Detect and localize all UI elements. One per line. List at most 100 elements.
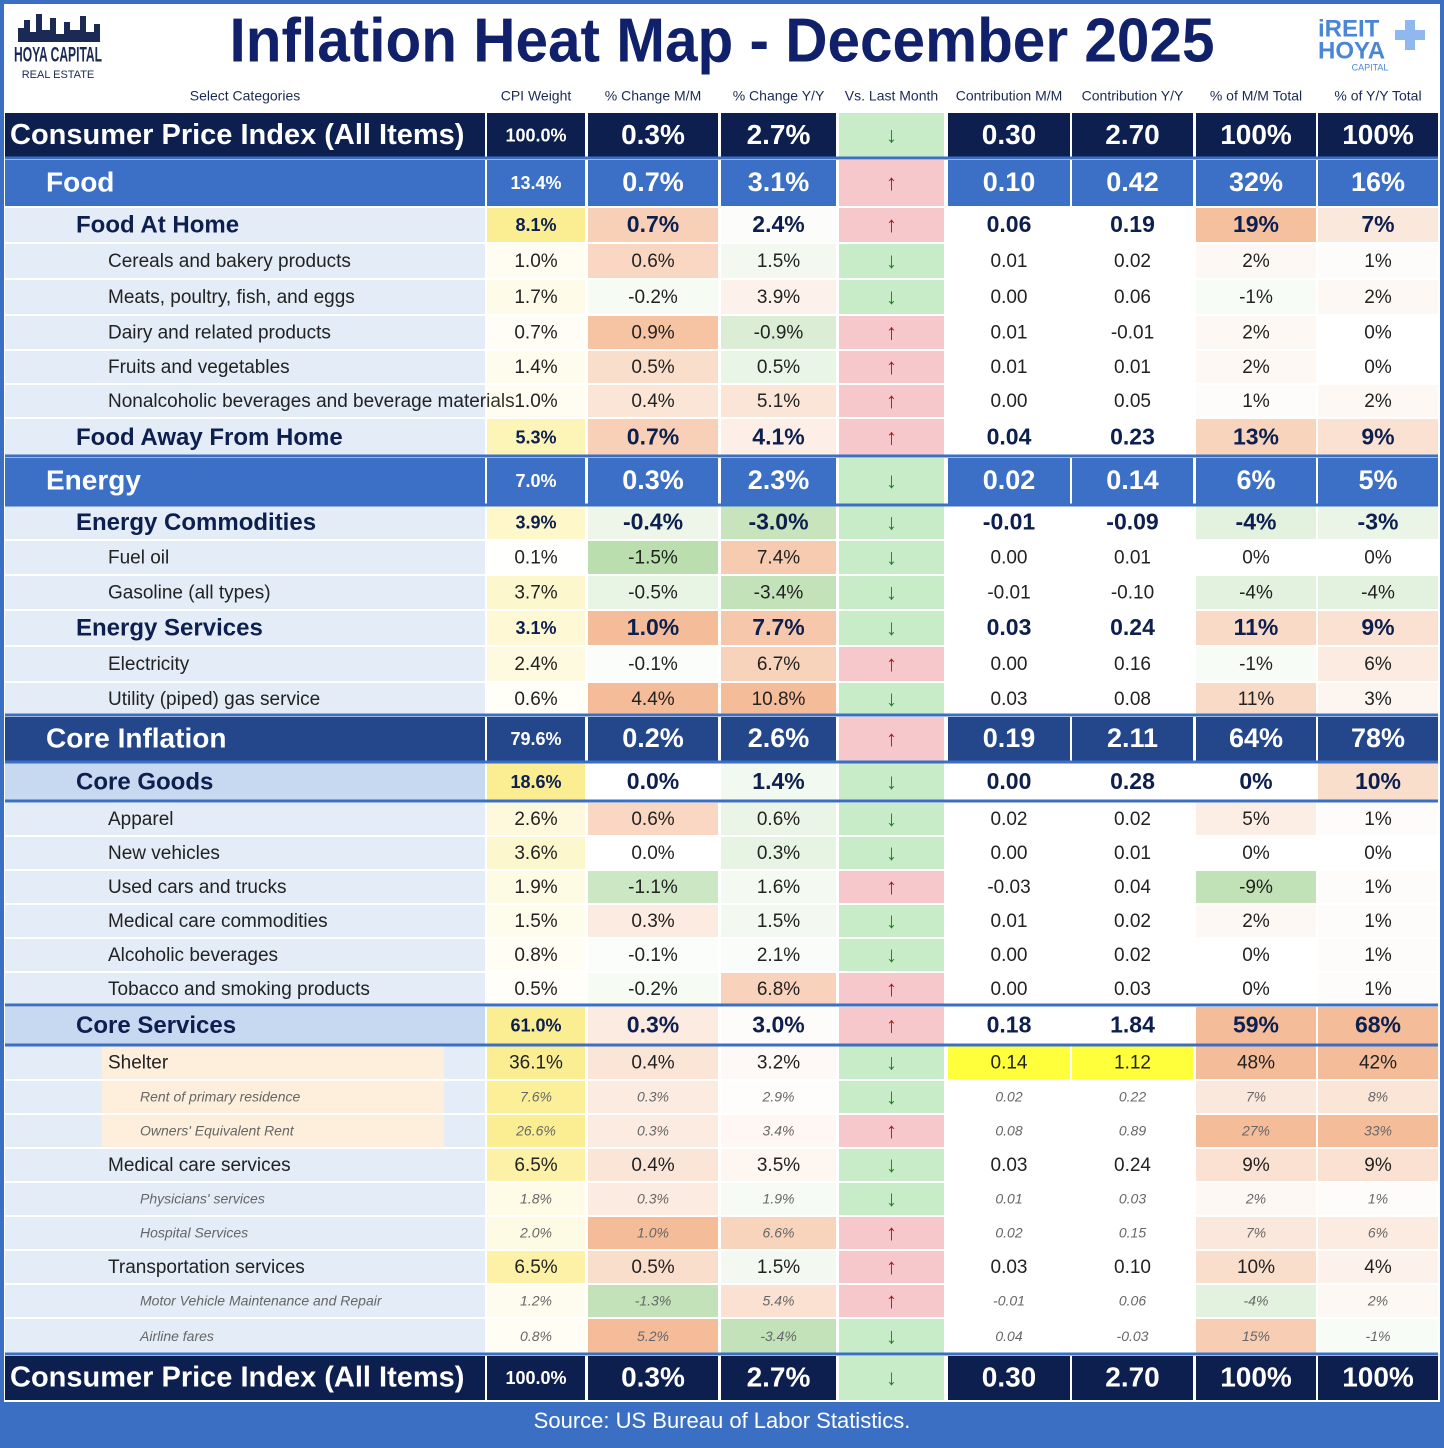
trend-arrow: ↓: [886, 769, 897, 794]
heat-cell: [948, 208, 1070, 242]
cell-value: 0.14: [1106, 465, 1159, 495]
column-header: % Change Y/Y: [733, 88, 825, 104]
row-label: Consumer Price Index (All Items): [10, 119, 464, 151]
cell-value: 7.7%: [752, 614, 804, 640]
heat-cell: [839, 803, 944, 835]
heat-cell: [721, 973, 836, 1005]
heat-cell: [1318, 717, 1438, 761]
heat-cell: [588, 419, 718, 456]
heat-cell: [487, 803, 585, 835]
cell-value: 1.5%: [757, 911, 800, 932]
heat-cell: [721, 871, 836, 903]
cell-value: 5.4%: [763, 1293, 795, 1309]
heat-cell: [1318, 506, 1438, 539]
row-label: Consumer Price Index (All Items): [10, 1362, 464, 1394]
heat-cell: [588, 576, 718, 609]
heat-cell: [1318, 763, 1438, 801]
label-cell: [5, 1183, 485, 1215]
heat-cell: [1072, 1356, 1193, 1400]
label-cell: [5, 506, 485, 539]
heat-cell: [1072, 683, 1193, 715]
row-label: Physicians' services: [140, 1191, 265, 1207]
trend-arrow: ↑: [886, 1220, 897, 1245]
heat-cell: [588, 1319, 718, 1354]
row-label: Nonalcoholic beverages and beverage mate…: [108, 391, 515, 412]
cell-value: 0.30: [982, 119, 1037, 150]
heat-cell: [721, 611, 836, 645]
cell-value: 0.3%: [637, 1089, 669, 1105]
label-cell: [5, 763, 485, 801]
heat-cell: [588, 683, 718, 715]
heat-cell: [487, 939, 585, 971]
cell-value: 2%: [1242, 357, 1270, 378]
label-cell: [5, 316, 485, 349]
cell-value: 1.9%: [514, 877, 557, 898]
cell-value: 100%: [1342, 119, 1414, 150]
heat-cell: [588, 506, 718, 539]
cell-value: 0%: [1242, 945, 1270, 966]
row-label: Medical care services: [108, 1155, 291, 1176]
heat-cell: [1072, 1149, 1193, 1181]
label-cell: [5, 458, 485, 504]
cell-value: 0.1%: [514, 548, 557, 569]
heat-cell: [839, 280, 944, 314]
column-header: Contribution Y/Y: [1082, 88, 1184, 104]
heat-cell: [839, 939, 944, 971]
label-cell: [5, 647, 485, 681]
heat-cell: [721, 763, 836, 801]
heat-cell: [588, 1007, 718, 1044]
cell-value: 0.01: [991, 357, 1028, 378]
cell-value: 0.6%: [757, 809, 800, 830]
trend-arrow: ↑: [886, 1118, 897, 1143]
cell-value: 6%: [1236, 465, 1275, 495]
heat-cell: [1072, 1183, 1193, 1215]
label-cell: [5, 905, 485, 937]
heat-cell: [948, 871, 1070, 903]
heat-cell: [721, 1046, 836, 1079]
cell-value: 1%: [1242, 391, 1270, 412]
cell-value: 0.5%: [514, 979, 557, 1000]
heat-cell: [839, 837, 944, 869]
cell-value: 3.5%: [757, 1155, 800, 1176]
heat-cell: [839, 1285, 944, 1317]
cell-value: 2%: [1242, 323, 1270, 344]
cell-value: 1.8%: [520, 1191, 552, 1207]
cell-value: 0.7%: [622, 167, 684, 197]
cell-value: 15%: [1242, 1328, 1270, 1344]
cell-value: 2%: [1367, 1293, 1388, 1309]
heat-cell: [948, 1183, 1070, 1215]
cell-value: 0.01: [991, 323, 1028, 344]
cell-value: 0.10: [983, 167, 1036, 197]
row-label: Motor Vehicle Maintenance and Repair: [140, 1293, 383, 1309]
cell-value: 27%: [1241, 1123, 1270, 1139]
cell-value: 7%: [1246, 1089, 1266, 1105]
column-header: Vs. Last Month: [845, 88, 938, 104]
cell-value: 0.03: [991, 1155, 1028, 1176]
trend-arrow: ↑: [886, 874, 897, 899]
heat-cell: [839, 1007, 944, 1044]
cell-value: -3.0%: [748, 509, 808, 535]
cell-value: 2%: [1242, 251, 1270, 272]
logo-text: iREIT: [1318, 15, 1380, 42]
cell-value: 1.5%: [757, 1257, 800, 1278]
heat-cell: [948, 973, 1070, 1005]
heat-cell: [839, 419, 944, 456]
cell-value: 7%: [1246, 1225, 1266, 1241]
label-cell: [5, 351, 485, 383]
heat-cell: [487, 683, 585, 715]
row-label: Core Goods: [76, 768, 213, 795]
heat-cell: [948, 385, 1070, 417]
heat-cell: [1196, 208, 1316, 242]
heat-cell: [839, 611, 944, 645]
cell-value: 0.4%: [631, 1053, 674, 1074]
cell-value: 0.6%: [631, 809, 674, 830]
cell-value: 0.89: [1119, 1123, 1146, 1139]
cell-value: 6.8%: [757, 979, 800, 1000]
heat-cell: [948, 458, 1070, 504]
heat-cell: [487, 160, 585, 206]
cell-value: 1%: [1364, 979, 1392, 1000]
heat-cell: [721, 803, 836, 835]
cell-value: 2.7%: [747, 1361, 811, 1392]
heat-cell: [588, 647, 718, 681]
